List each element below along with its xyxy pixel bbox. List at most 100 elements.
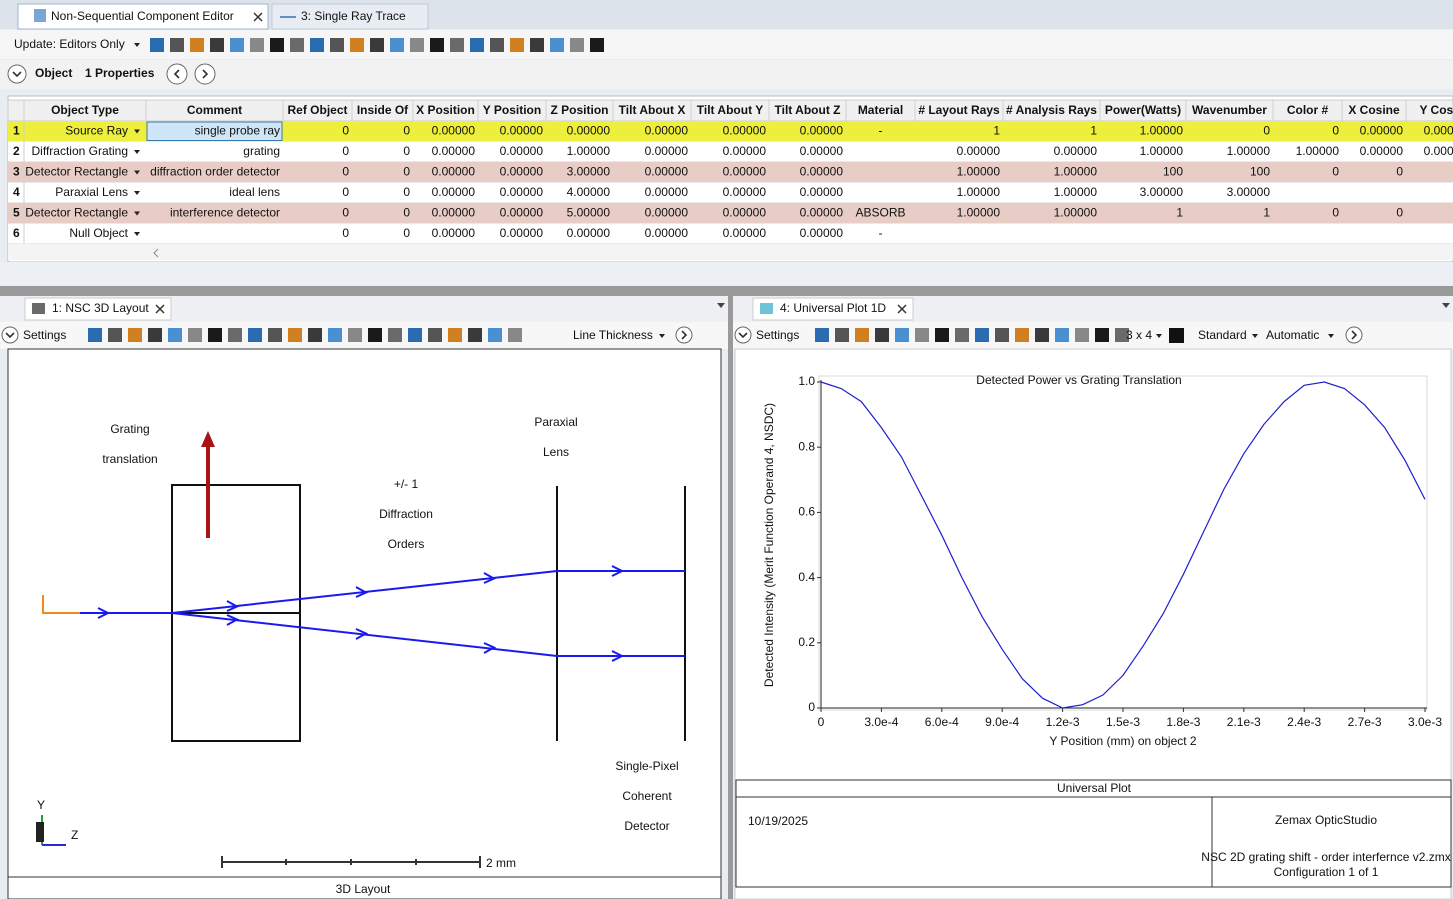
object-type[interactable]: Null Object xyxy=(69,226,128,240)
dropdown-arrow[interactable] xyxy=(1156,334,1162,338)
column-header[interactable]: Tilt About Z xyxy=(775,103,841,117)
table-cell[interactable]: 0 xyxy=(403,165,410,179)
column-header[interactable]: Power(Watts) xyxy=(1105,103,1181,117)
toolbar-button[interactable] xyxy=(1055,328,1069,342)
table-cell[interactable]: 1 xyxy=(1176,206,1183,220)
table-cell[interactable]: 0 xyxy=(342,226,349,240)
table-cell[interactable]: 0.00000 xyxy=(645,185,689,199)
settings-toggle[interactable] xyxy=(734,326,752,344)
column-header[interactable]: Wavenumber xyxy=(1192,103,1267,117)
pane-menu[interactable] xyxy=(717,303,725,308)
toolbar-button[interactable] xyxy=(855,328,869,342)
table-cell[interactable]: 3.00000 xyxy=(1140,185,1184,199)
table-cell[interactable]: 100 xyxy=(1163,165,1183,179)
table-cell[interactable]: 0.00000 xyxy=(800,185,844,199)
column-header[interactable]: Y Cosi xyxy=(1419,103,1453,117)
toolbar-button[interactable] xyxy=(1035,328,1049,342)
close-button[interactable] xyxy=(253,12,263,22)
toolbar-button[interactable] xyxy=(428,328,442,342)
table-cell[interactable]: 0.00000 xyxy=(500,185,544,199)
previous-button[interactable] xyxy=(166,63,188,85)
table-cell[interactable]: 0.00000 xyxy=(800,165,844,179)
column-header[interactable]: Tilt About Y xyxy=(697,103,763,117)
table-row[interactable] xyxy=(8,141,1453,163)
table-cell[interactable]: 0 xyxy=(1396,165,1403,179)
settings-toggle[interactable] xyxy=(1,326,19,344)
table-row[interactable] xyxy=(8,162,1453,183)
toolbar-button[interactable] xyxy=(570,38,584,52)
table-cell[interactable]: 1.00000 xyxy=(957,185,1001,199)
toolbar-button[interactable] xyxy=(248,328,262,342)
object-type[interactable]: Detector Rectangle xyxy=(25,165,128,179)
toolbar-button[interactable] xyxy=(270,38,284,52)
toolbar-button[interactable] xyxy=(148,328,162,342)
table-cell[interactable]: - xyxy=(879,226,883,240)
table-cell[interactable]: 0.00000 xyxy=(800,124,844,138)
table-cell[interactable]: 0.00000 xyxy=(432,226,476,240)
toolbar-button[interactable] xyxy=(430,38,444,52)
toolbar-button[interactable] xyxy=(508,328,522,342)
toolbar-button[interactable] xyxy=(88,328,102,342)
horizontal-scrollbar[interactable] xyxy=(8,244,1453,260)
table-cell[interactable]: 1 xyxy=(993,124,1000,138)
toolbar-button[interactable] xyxy=(975,328,989,342)
settings-button[interactable]: Settings xyxy=(23,328,66,342)
table-cell[interactable]: 100 xyxy=(1250,165,1270,179)
table-cell[interactable]: 0.00000 xyxy=(1360,124,1404,138)
table-cell[interactable]: 0 xyxy=(1263,124,1270,138)
table-cell[interactable]: 4.00000 xyxy=(567,185,611,199)
table-cell[interactable]: 0 xyxy=(1332,165,1339,179)
toolbar-button[interactable] xyxy=(590,38,604,52)
pane-menu[interactable] xyxy=(1442,303,1450,308)
table-cell[interactable]: 1.00000 xyxy=(1140,144,1184,158)
table-cell[interactable]: 0 xyxy=(403,226,410,240)
table-row[interactable] xyxy=(8,203,1453,224)
table-cell[interactable]: ABSORB xyxy=(855,206,905,220)
toolbar-button[interactable] xyxy=(408,328,422,342)
splitter[interactable] xyxy=(0,286,1453,296)
toolbar-button[interactable] xyxy=(450,38,464,52)
table-cell[interactable]: 0.00000 xyxy=(800,144,844,158)
column-header[interactable]: Color # xyxy=(1287,103,1329,117)
toolbar-button[interactable] xyxy=(168,328,182,342)
table-cell[interactable]: 3.00000 xyxy=(567,165,611,179)
tab[interactable] xyxy=(271,3,429,30)
scroll-left[interactable] xyxy=(153,248,159,258)
table-cell[interactable]: 0.00000 xyxy=(567,226,611,240)
settings-button[interactable]: Settings xyxy=(756,328,799,342)
table-cell[interactable]: 0 xyxy=(1332,206,1339,220)
toolbar-button[interactable] xyxy=(310,38,324,52)
table-cell[interactable]: 0.00000 xyxy=(645,144,689,158)
object-type[interactable]: Diffraction Grating xyxy=(32,144,129,158)
table-cell[interactable]: 3.00000 xyxy=(1227,185,1271,199)
toolbar-button[interactable] xyxy=(330,38,344,52)
table-cell[interactable]: 0.00000 xyxy=(723,206,767,220)
grid-size-menu[interactable]: 3 x 4 xyxy=(1126,328,1152,342)
table-cell[interactable]: 0.00000 xyxy=(1424,124,1453,138)
dropdown-arrow[interactable] xyxy=(134,191,140,195)
table-cell[interactable]: 0.00000 xyxy=(432,206,476,220)
toolbar-button[interactable] xyxy=(228,328,242,342)
toolbar-button[interactable] xyxy=(895,328,909,342)
toolbar-button[interactable] xyxy=(250,38,264,52)
toolbar-button[interactable] xyxy=(550,38,564,52)
dropdown-arrow[interactable] xyxy=(1252,334,1258,338)
table-cell[interactable]: 0.00000 xyxy=(645,165,689,179)
table-cell[interactable]: grating xyxy=(243,144,280,158)
table-cell[interactable]: 0.00000 xyxy=(645,226,689,240)
toolbar-button[interactable] xyxy=(935,328,949,342)
toolbar-button[interactable] xyxy=(308,328,322,342)
table-row[interactable] xyxy=(8,121,1453,142)
table-cell[interactable]: 0.00000 xyxy=(723,226,767,240)
table-cell[interactable]: 0.00000 xyxy=(432,185,476,199)
toolbar-button[interactable] xyxy=(388,328,402,342)
toolbar-button[interactable] xyxy=(815,328,829,342)
toolbar-button[interactable] xyxy=(150,38,164,52)
object-type[interactable]: Paraxial Lens xyxy=(55,185,128,199)
table-cell[interactable]: ideal lens xyxy=(229,185,280,199)
table-cell[interactable]: 0.00000 xyxy=(723,165,767,179)
table-row[interactable] xyxy=(8,223,1453,245)
toolbar-button[interactable] xyxy=(128,328,142,342)
next-button[interactable] xyxy=(194,63,216,85)
table-cell[interactable]: 1.00000 xyxy=(1054,206,1098,220)
